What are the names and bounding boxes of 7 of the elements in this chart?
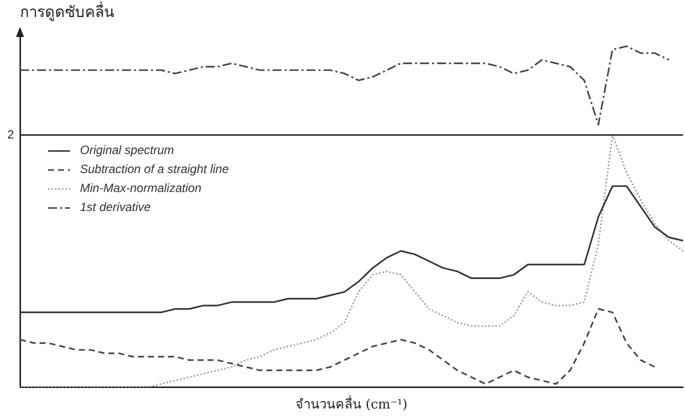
text: 2 bbox=[7, 127, 14, 142]
x-axis-title: จำนวนคลื่น (cm⁻¹) bbox=[296, 396, 408, 413]
legend-label: 1st derivative bbox=[80, 199, 151, 216]
legend-label: Min-Max-normalization bbox=[80, 180, 202, 198]
legend-label: Original spectrum bbox=[80, 142, 174, 160]
y-axis-title: การดูดซับคลื่น bbox=[20, 0, 114, 21]
legend-label: Subtraction of a straight line bbox=[80, 161, 229, 178]
